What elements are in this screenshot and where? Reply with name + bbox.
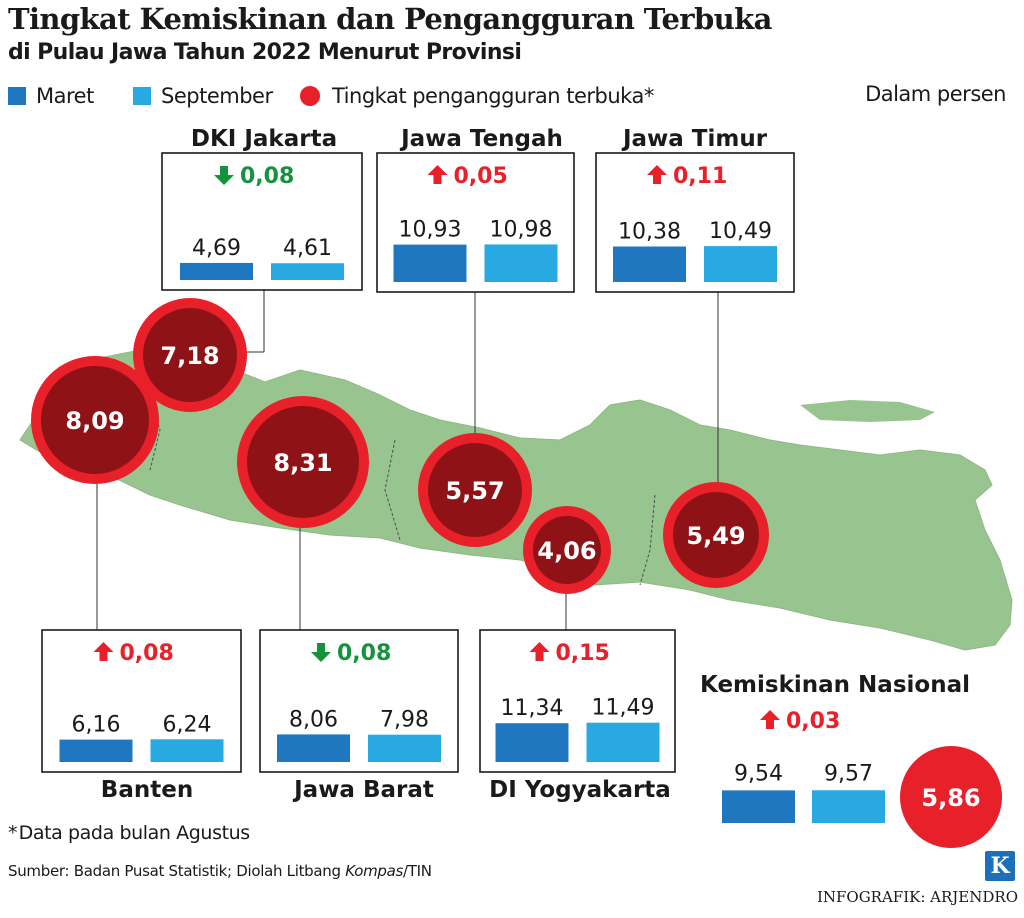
unemployment-circle-overlap-jawa-barat — [247, 406, 359, 518]
chart-subtitle: di Pulau Jawa Tahun 2022 Menurut Provins… — [8, 40, 522, 65]
kompas-logo: K — [985, 851, 1015, 881]
bar-label-september-jawa-tengah: 10,98 — [490, 217, 553, 242]
bar-maret-banten — [59, 739, 133, 762]
bar-label-maret-jawa-timur: 10,38 — [618, 219, 681, 244]
unemployment-circle-overlap-jawa-timur — [673, 492, 759, 578]
unemployment-circles: 7,18 5,57 5,49 8,09 8,31 4,06 — [31, 298, 769, 594]
legend-maret: Maret — [8, 82, 94, 110]
unemployment-label-banten: 8,09 — [65, 407, 124, 435]
unemployment-circle-national — [900, 746, 1002, 848]
change-value-jawa-timur: 0,11 — [673, 164, 727, 189]
bar-september-banten — [150, 739, 224, 762]
unemployment-circle-overlap-di-yogyakarta — [533, 516, 601, 584]
bar-maret-di-yogyakarta — [495, 723, 569, 762]
change-value-di-yogyakarta: 0,15 — [556, 641, 610, 666]
legend-label-unemployment: Tingkat pengangguran terbuka* — [332, 84, 654, 108]
unemployment-label-di-yogyakarta: 4,06 — [537, 537, 596, 565]
province-title-banten: Banten — [101, 777, 193, 803]
bar-label-september-jawa-barat: 7,98 — [380, 708, 429, 733]
arrow-down-icon — [311, 643, 331, 662]
bar-label-maret-banten: 6,16 — [72, 713, 121, 738]
bar-label-september-national: 9,57 — [824, 761, 873, 786]
province-title-jawa-barat: Jawa Barat — [292, 777, 434, 803]
bar-maret-national — [722, 790, 795, 823]
source-prefix: Sumber: Badan Pusat Statistik; Diolah Li… — [8, 862, 346, 880]
legend-unemployment: Tingkat pengangguran terbuka* — [300, 82, 654, 110]
arrow-up-icon — [760, 710, 780, 729]
province-border-jabar — [384, 439, 401, 541]
bar-september-dki-jakarta — [271, 263, 344, 280]
unemployment-circle-overlap-jawa-tengah — [428, 443, 522, 537]
bar-label-maret-jawa-tengah: 10,93 — [399, 218, 462, 243]
unemployment-label-jawa-timur: 5,49 — [686, 522, 745, 550]
bar-september-national — [812, 790, 885, 823]
province-title-jawa-timur: Jawa Timur — [621, 126, 768, 152]
bar-label-maret-di-yogyakarta: 11,34 — [501, 696, 564, 721]
province-boxes: DKI Jakarta 0,08 4,69 4,61 Jawa Tengah 0,05 10… — [41, 126, 795, 803]
arrow-down-icon — [214, 166, 234, 185]
legend-dot-unemployment — [300, 86, 320, 106]
unemployment-circle-overlap-dki-jakarta — [143, 308, 237, 402]
change-value-jawa-barat: 0,08 — [337, 641, 391, 666]
madura-island-map — [800, 400, 935, 422]
bar-label-maret-national: 9,54 — [734, 761, 783, 786]
national-panel: Kemiskinan Nasional 0,03 9,54 9,57 5,86 — [700, 672, 1002, 848]
bar-september-jawa-timur — [704, 246, 777, 282]
bar-label-september-di-yogyakarta: 11,49 — [592, 696, 655, 721]
bar-maret-jawa-timur — [613, 246, 686, 282]
bar-september-di-yogyakarta — [586, 722, 660, 762]
legend-swatch-september — [133, 87, 151, 105]
bar-september-jawa-tengah — [484, 244, 558, 282]
footnote-mark: * — [8, 822, 18, 844]
legend-september: September — [133, 82, 273, 110]
bar-label-maret-jawa-barat: 8,06 — [289, 707, 338, 732]
source-suffix: /TIN — [403, 862, 432, 880]
change-value-jawa-tengah: 0,05 — [454, 164, 508, 189]
arrow-up-icon — [647, 165, 667, 184]
national-change-value: 0,03 — [786, 709, 840, 734]
legend-label-maret: Maret — [36, 84, 94, 108]
unemployment-label-dki-jakarta: 7,18 — [160, 342, 219, 370]
province-title-dki-jakarta: DKI Jakarta — [191, 126, 337, 152]
arrow-up-icon — [427, 165, 448, 184]
unemployment-circle-overlap-banten — [41, 366, 149, 474]
unit-label: Dalam persen — [865, 82, 1006, 106]
bar-maret-jawa-barat — [277, 734, 350, 762]
chart-title: Tingkat Kemiskinan dan Pengangguran Terb… — [8, 2, 772, 36]
footnote: * Data pada bulan Agustus — [8, 822, 250, 844]
bar-maret-jawa-tengah — [393, 244, 467, 282]
footnote-text: Data pada bulan Agustus — [18, 822, 251, 844]
bar-label-maret-dki-jakarta: 4,69 — [192, 236, 241, 261]
province-title-jawa-tengah: Jawa Tengah — [399, 126, 563, 152]
unemployment-label-national: 5,86 — [921, 784, 980, 812]
credit-line: INFOGRAFIK: ARJENDRO — [816, 888, 1018, 906]
bar-maret-dki-jakarta — [180, 262, 253, 280]
bar-september-jawa-barat — [368, 734, 441, 762]
bar-label-september-banten: 6,24 — [163, 712, 212, 737]
legend-swatch-maret — [8, 87, 26, 105]
source-line: Sumber: Badan Pusat Statistik; Diolah Li… — [8, 862, 432, 880]
source-italic: Kompas — [345, 862, 404, 880]
change-value-banten: 0,08 — [120, 641, 174, 666]
province-title-di-yogyakarta: DI Yogyakarta — [489, 777, 671, 803]
national-title: Kemiskinan Nasional — [700, 672, 970, 698]
legend-label-september: September — [161, 84, 273, 108]
bar-label-september-dki-jakarta: 4,61 — [283, 236, 332, 261]
change-value-dki-jakarta: 0,08 — [240, 164, 294, 189]
unemployment-label-jawa-tengah: 5,57 — [445, 477, 504, 505]
arrow-up-icon — [529, 642, 550, 661]
province-border-jatim — [639, 494, 656, 586]
unemployment-label-jawa-barat: 8,31 — [273, 449, 332, 477]
bar-label-september-jawa-timur: 10,49 — [709, 219, 772, 244]
arrow-up-icon — [93, 642, 114, 661]
